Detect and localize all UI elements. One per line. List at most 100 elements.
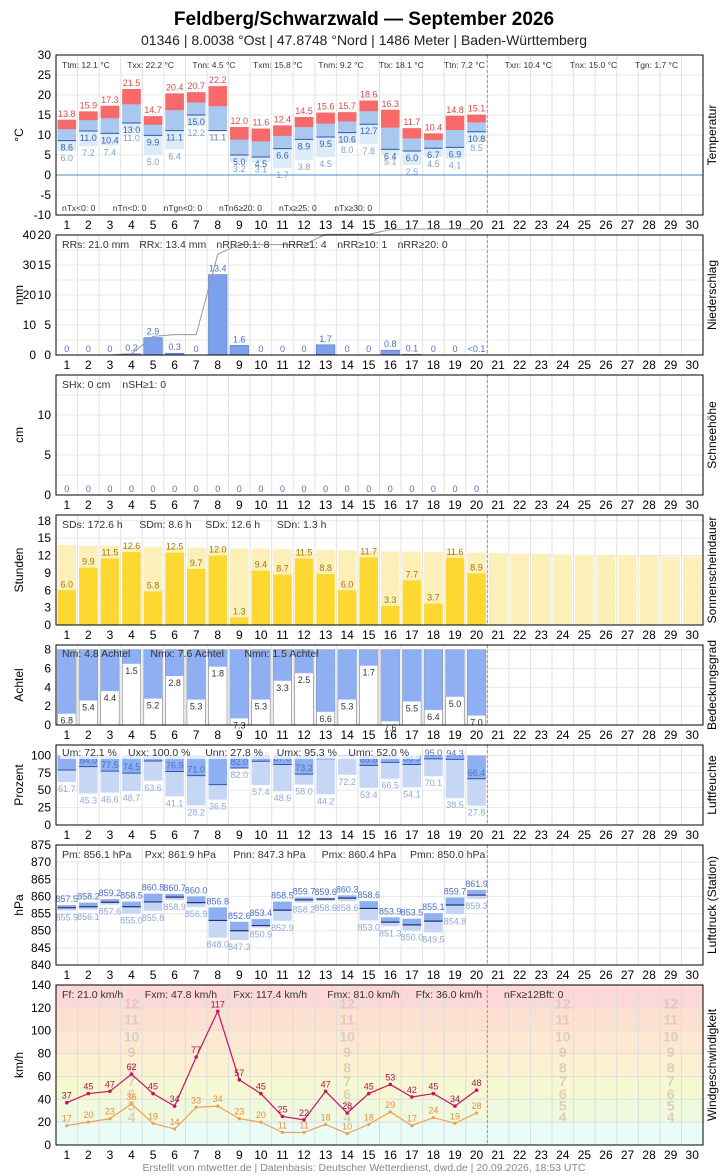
temp-max-bar (122, 89, 141, 105)
data-label: 848.0 (206, 940, 229, 950)
cloud-cover-bar (467, 649, 486, 716)
y-tick-label: 875 (31, 838, 51, 852)
x-tick-label: 28 (642, 968, 656, 982)
beaufort-label: 6 (559, 1086, 567, 1102)
data-label: 860.0 (185, 885, 208, 895)
y-tick-label: 0 (44, 488, 51, 502)
wind-gust-point (151, 1091, 155, 1096)
data-label: 5.3 (190, 702, 203, 712)
x-tick-label: 8 (214, 358, 221, 372)
x-tick-label: 20 (470, 218, 484, 232)
y-tick-label-cumulative: 40 (23, 228, 37, 242)
x-tick-label: 19 (448, 728, 462, 742)
data-label: 47 (105, 1079, 115, 1089)
data-label: 0 (194, 484, 199, 494)
wind-mean-point (108, 1117, 112, 1121)
data-label: 25 (277, 1104, 287, 1114)
beaufort-label: 11 (340, 1011, 355, 1027)
sun-possible-bar (575, 554, 594, 625)
data-label: 13.8 (58, 109, 76, 119)
x-tick-label: 3 (107, 728, 114, 742)
data-label: 854.8 (444, 916, 467, 926)
data-label: 858.5 (271, 891, 294, 901)
stat-label: Umn: 52.0 % (348, 747, 409, 759)
pressure-upper-bar (381, 917, 400, 923)
data-label: 11.1 (166, 133, 183, 143)
wind-gust-point (323, 1089, 328, 1094)
data-label: 47 (321, 1079, 331, 1089)
x-tick-label: 29 (664, 218, 678, 232)
data-label: 11.6 (447, 547, 464, 557)
x-tick-label: 13 (319, 628, 333, 642)
x-tick-label: 6 (171, 218, 178, 232)
x-tick-label: 3 (107, 498, 114, 512)
y-tick-label: 25 (38, 801, 52, 815)
x-tick-label: 22 (513, 728, 527, 742)
data-label: 21.5 (123, 78, 141, 88)
data-label: 3.3 (384, 595, 397, 605)
x-tick-label: 26 (599, 968, 613, 982)
data-label: 6.6 (319, 714, 332, 724)
panel-right-label: Niederschlag (705, 260, 719, 330)
humidity-upper-bar (79, 755, 98, 767)
temp-max-bar (381, 109, 400, 128)
cloud-cover-bar (294, 649, 314, 674)
x-tick-label: 5 (150, 218, 157, 232)
data-label: 1.3 (233, 606, 246, 616)
cloud-cover-bar (316, 649, 335, 712)
data-label: 5.5 (406, 703, 419, 713)
x-tick-label: 13 (319, 498, 333, 512)
data-label: 0 (237, 484, 242, 494)
x-tick-label: 28 (642, 218, 656, 232)
x-tick-label: 5 (150, 628, 157, 642)
x-tick-label: 16 (384, 358, 398, 372)
beaufort-label: 4 (667, 1109, 675, 1125)
y-tick-label: 0 (44, 818, 51, 832)
data-label: 12.6 (123, 541, 141, 551)
beaufort-label: 4 (128, 1109, 136, 1125)
wind-mean-point (410, 1123, 414, 1128)
sun-possible-bar (531, 553, 551, 625)
y-tick-label: 2 (44, 699, 51, 713)
humidity-upper-bar (273, 755, 292, 765)
data-label: 57 (234, 1068, 244, 1078)
x-tick-label: 23 (535, 828, 549, 842)
data-label: 18.6 (360, 90, 378, 100)
data-label: 4.1 (449, 161, 462, 171)
data-label: 0 (345, 344, 350, 354)
x-tick-label: 12 (297, 628, 311, 642)
data-label: 1.7 (362, 668, 375, 678)
data-label: 1.8 (211, 669, 224, 679)
x-tick-label: 28 (642, 728, 656, 742)
sunshine-bar (424, 603, 443, 625)
pressure-upper-bar (251, 919, 271, 926)
wind-gust-point (215, 1009, 220, 1014)
data-label: 76.9 (166, 761, 184, 771)
cloud-cover-bar (165, 649, 184, 677)
beaufort-label: 5 (128, 1098, 136, 1114)
x-tick-label: 13 (319, 828, 333, 842)
stat-label: nRR≥20: 0 (398, 239, 448, 251)
data-label: 57.4 (252, 787, 270, 797)
x-tick-label: 7 (193, 218, 200, 232)
precip-bar (143, 337, 163, 356)
data-label: 36.5 (209, 802, 227, 812)
x-tick-label: 24 (556, 728, 570, 742)
x-tick-label: 9 (236, 498, 243, 512)
data-label: 856.8 (206, 896, 229, 906)
y-axis-label: °C (12, 128, 26, 142)
x-tick-label: 6 (171, 358, 178, 372)
x-tick-label: 15 (362, 628, 376, 642)
x-tick-label: 21 (491, 728, 505, 742)
sunshine-bar (337, 590, 357, 625)
panel-right-label: Schneehöhe (705, 401, 719, 469)
precipitation-panel: 0 0 0 0.22.90.3 013.41.60 0 01.70 0 0.8 0.1 0 0 <0.1… (12, 228, 719, 372)
beaufort-label: 10 (555, 1028, 571, 1044)
x-tick-label: 18 (427, 628, 441, 642)
data-label: 852.9 (271, 923, 294, 933)
sunshine-bar (359, 557, 378, 625)
x-tick-label: 24 (556, 358, 570, 372)
x-tick-label: 3 (107, 968, 114, 982)
x-tick-label: 14 (340, 628, 354, 642)
data-label: 77 (191, 1045, 201, 1055)
